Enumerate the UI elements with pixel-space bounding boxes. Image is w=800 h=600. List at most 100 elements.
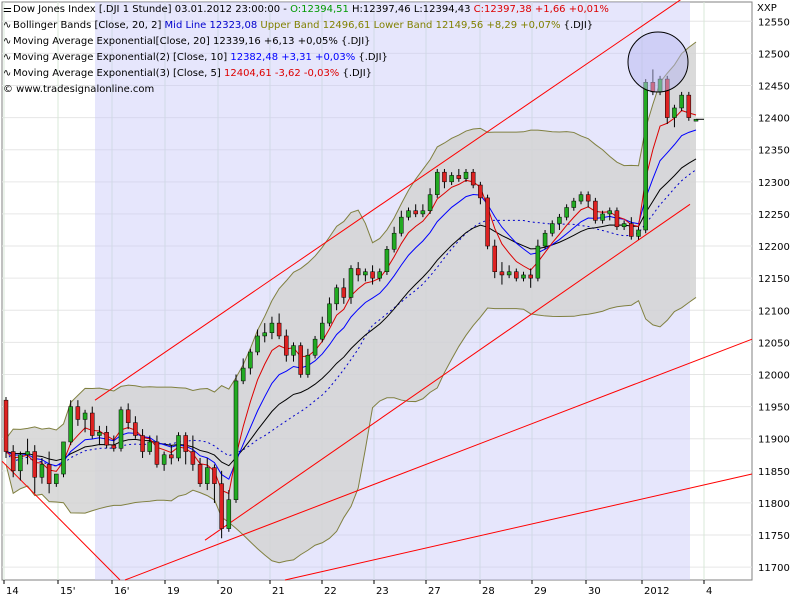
- legend-ema5-line: ∿ Moving Average Exponential(3) [Close, 5…: [3, 66, 609, 82]
- y-tick-label: 12450: [758, 81, 790, 92]
- candle-body: [427, 194, 433, 211]
- candle-body: [39, 464, 45, 478]
- support-line-left: [1, 460, 121, 581]
- x-tick-label: 19: [167, 586, 180, 597]
- legend-bollinger-lower: Lower Band 12149,56 +8,29 +0,07%: [373, 20, 564, 31]
- candle-body: [550, 223, 555, 234]
- candle-body: [629, 223, 634, 237]
- candle-body: [104, 432, 109, 446]
- legend-bollinger-name: Bollinger Bands [Close, 20, 2]: [13, 20, 165, 31]
- legend-price-hl: H:12397,46 L:12394,43: [348, 4, 474, 15]
- x-tick-label: 28: [482, 586, 495, 597]
- candle-body: [240, 367, 246, 382]
- candle-body: [672, 107, 677, 118]
- candle-body: [442, 171, 447, 183]
- y-tick-label: 11900: [758, 435, 790, 446]
- candle-body: [621, 223, 627, 228]
- y-tick-label: 12100: [758, 306, 790, 317]
- candle-body: [255, 335, 260, 353]
- support-line-bottom: [284, 473, 753, 581]
- candle-body: [25, 451, 30, 456]
- candle-body: [18, 454, 23, 472]
- legend-ema20-value: 12339,16 +6,13 +0,05%: [213, 36, 342, 47]
- y-tick-label: 12550: [758, 17, 790, 28]
- y-tick-label: 12400: [758, 114, 790, 125]
- candle-body: [46, 464, 52, 484]
- indicator-icon: ∿: [3, 52, 12, 63]
- legend-ema20-suffix: {.DJI}: [341, 36, 371, 47]
- legend-bollinger-upper: Upper Band 12496,61: [260, 20, 374, 31]
- candle-body: [118, 409, 124, 449]
- y-tick-label: 12200: [758, 242, 790, 253]
- chart-legend: ⚌Dow Jones Index [.DJI 1 Stunde] 03.01.2…: [3, 2, 609, 98]
- x-tick-label: 29: [534, 586, 547, 597]
- candle-body: [557, 216, 562, 224]
- candle-body: [334, 287, 339, 305]
- y-tick-label: 11950: [758, 403, 790, 414]
- candle-body: [61, 441, 66, 475]
- candle-body: [535, 245, 541, 279]
- legend-bollinger-mid: Mid Line 12323,08: [164, 20, 261, 31]
- candle-body: [197, 464, 203, 484]
- legend-ema5-name: Moving Average Exponential(3) [Close, 5]: [13, 68, 224, 79]
- candle-body: [68, 406, 73, 443]
- candle-body: [435, 171, 440, 195]
- legend-price-line: ⚌Dow Jones Index [.DJI 1 Stunde] 03.01.2…: [3, 2, 609, 18]
- legend-bollinger-suffix: {.DJI}: [563, 20, 594, 31]
- candle-body: [406, 210, 411, 218]
- y-tick-label: 11750: [758, 531, 790, 542]
- legend-ema5-suffix: {.DJI}: [342, 68, 373, 79]
- candle-body: [147, 441, 152, 452]
- candle-body: [341, 287, 347, 298]
- legend-price-symbol: Dow Jones Index [.DJI 1 Stunde] 03.01.20…: [13, 4, 291, 15]
- candle-body: [449, 175, 454, 183]
- candle-body: [391, 232, 397, 250]
- candle-body: [506, 271, 512, 276]
- candle-body: [140, 435, 145, 452]
- candle-body: [585, 194, 591, 202]
- channel-upper-line: [94, 0, 682, 401]
- candle-body: [183, 435, 188, 452]
- y-tick-label: 12250: [758, 210, 790, 221]
- candle-body: [320, 322, 325, 340]
- y-tick-label: 12050: [758, 338, 790, 349]
- candle-body: [298, 345, 303, 375]
- candle-body: [492, 245, 497, 272]
- legend-price-close: C:12397,38 +1,66 +0,01%: [473, 4, 609, 15]
- candle-body: [528, 274, 533, 279]
- indicator-icon: ∿: [3, 68, 12, 79]
- legend-copyright-line: © www.tradesignalonline.com: [3, 82, 609, 98]
- candle-body: [327, 303, 332, 324]
- candle-body: [32, 451, 37, 478]
- bollinger-upper-line: [5, 41, 697, 440]
- candle-body: [456, 175, 462, 179]
- candle-body: [600, 213, 605, 221]
- legend-ema10-value: 12382,48 +3,31 +0,03%: [230, 52, 359, 63]
- candle-body: [384, 249, 390, 272]
- y-tick-label: 12500: [758, 49, 790, 60]
- candle-body: [593, 200, 598, 221]
- candle-body: [363, 271, 368, 276]
- candle-body: [413, 210, 418, 215]
- x-tick-label: 20: [220, 586, 233, 597]
- x-tick-label: 22: [324, 586, 337, 597]
- indicator-icon: ∿: [3, 36, 12, 47]
- candle-body: [133, 422, 138, 436]
- candle-body: [176, 435, 181, 459]
- candle-body: [291, 345, 296, 356]
- y-tick-label: 11700: [758, 563, 790, 574]
- x-tick-label: 21: [272, 586, 285, 597]
- candle-body: [154, 441, 160, 465]
- indicator-icon: ∿: [3, 20, 12, 31]
- legend-bollinger-line: ∿ Bollinger Bands [Close, 20, 2] Mid Line…: [3, 18, 609, 34]
- legend-price-open: O:12394,51: [290, 4, 349, 15]
- channel-lower-line: [204, 203, 691, 541]
- x-tick-label: 4: [706, 586, 712, 597]
- highlight-circle: [627, 31, 689, 93]
- candle-body: [305, 354, 311, 375]
- candle-body: [348, 268, 354, 298]
- x-tick-label: 23: [376, 586, 389, 597]
- candle-body: [679, 94, 684, 109]
